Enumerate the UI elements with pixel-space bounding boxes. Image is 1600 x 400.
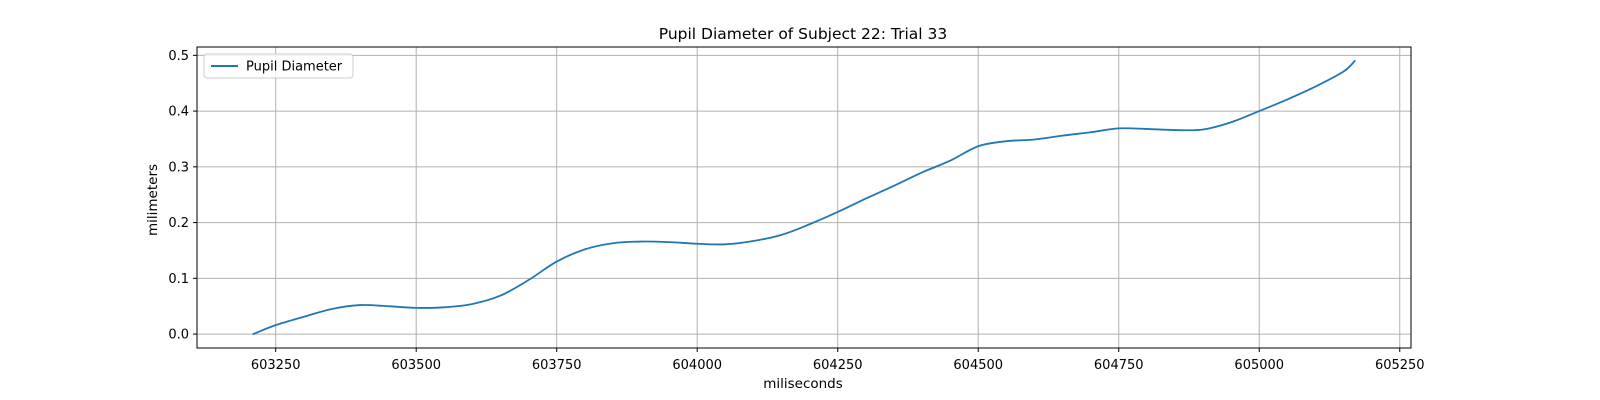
x-tick-label: 605000 xyxy=(1234,358,1284,373)
y-tick-label: 0.0 xyxy=(168,328,189,343)
x-tick-label: 604250 xyxy=(813,358,863,373)
y-tick-label: 0.2 xyxy=(168,216,189,231)
x-tick-label: 603500 xyxy=(391,358,441,373)
x-axis-ticks: 603250 603500 603750 604000 604250 604500 6047… xyxy=(251,348,1425,373)
y-tick-label: 0.1 xyxy=(168,272,189,287)
x-tick-label: 603750 xyxy=(532,358,582,373)
plot-area-frame xyxy=(196,46,1412,349)
chart-title: Pupil Diameter of Subject 22: Trial 33 xyxy=(659,25,948,43)
legend: Pupil Diameter xyxy=(203,53,354,79)
x-tick-label: 604750 xyxy=(1094,358,1144,373)
x-tick-label: 604000 xyxy=(672,358,722,373)
y-axis-ticks: 0.0 0.1 0.2 0.3 0.4 0.5 xyxy=(168,49,197,343)
y-tick-label: 0.4 xyxy=(168,105,189,120)
x-tick-label: 603250 xyxy=(251,358,301,373)
plot-series xyxy=(252,60,1356,335)
legend-box xyxy=(203,53,354,79)
legend-label: Pupil Diameter xyxy=(246,60,343,75)
y-tick-label: 0.3 xyxy=(168,160,189,175)
series-line-0 xyxy=(252,60,1356,335)
y-tick-label: 0.5 xyxy=(168,49,189,64)
grid-lines xyxy=(197,47,1411,348)
x-tick-label: 605250 xyxy=(1375,358,1425,373)
x-axis-title: miliseconds xyxy=(763,376,843,392)
y-axis-title: milimeters xyxy=(145,164,161,236)
x-tick-label: 604500 xyxy=(953,358,1003,373)
